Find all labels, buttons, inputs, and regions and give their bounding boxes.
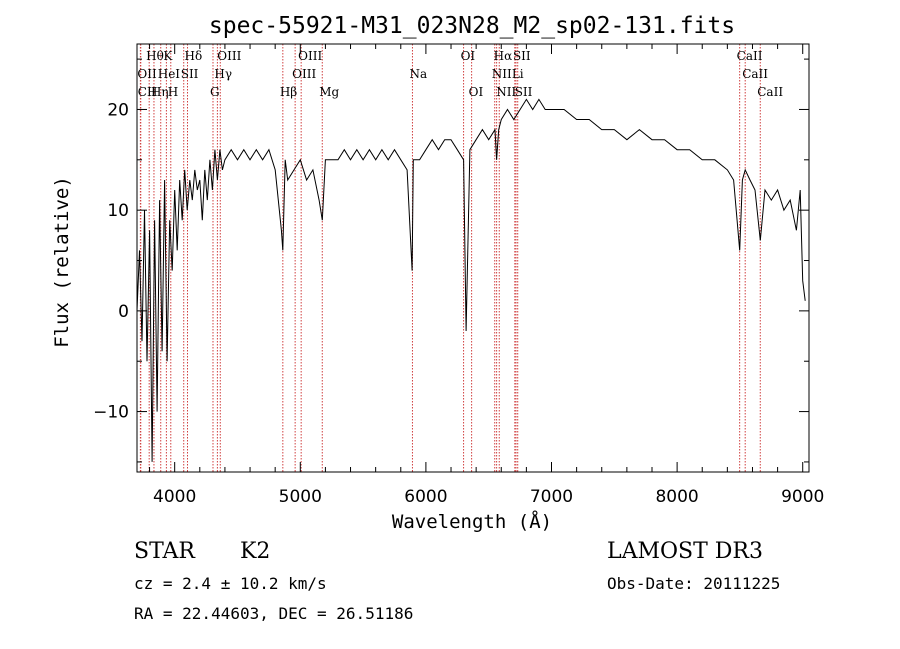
y-tick-label: −10 <box>93 403 129 423</box>
x-tick-label: 5000 <box>279 487 322 507</box>
line-marker-label: OIII <box>217 49 241 63</box>
line-marker-label: Na <box>409 67 427 81</box>
redshift-velocity: cz = 2.4 ± 10.2 km/s <box>134 574 327 593</box>
plot-frame <box>136 43 810 473</box>
object-subclass: K2 <box>240 539 270 564</box>
line-marker-label: NII <box>492 67 512 81</box>
chart-title: spec-55921-M31_023N28_M2_sp02-131.fits <box>209 13 735 39</box>
observation-date: Obs-Date: 20111225 <box>607 574 780 593</box>
line-marker-label: CH <box>138 85 158 99</box>
line-marker-label: HeI <box>158 67 181 81</box>
line-marker-label: OII <box>137 67 157 81</box>
line-marker-label: Hθ <box>146 49 164 63</box>
line-marker-label: K <box>163 49 173 63</box>
line-marker-label: OIII <box>298 49 322 63</box>
y-tick-labels: −10 0 10 20 <box>93 100 129 422</box>
x-tick-label: 4000 <box>153 487 196 507</box>
axis-ticks <box>137 44 809 472</box>
y-tick-label: 10 <box>107 201 129 221</box>
line-marker-label: Hγ <box>214 67 232 81</box>
line-marker-label: CaII <box>742 67 768 81</box>
line-marker-label: H <box>168 85 178 99</box>
line-marker-label: OI <box>461 49 476 63</box>
line-marker-label: CaII <box>757 85 783 99</box>
y-tick-label: 0 <box>118 302 129 322</box>
survey-name: LAMOST DR3 <box>607 539 763 564</box>
x-tick-label: 9000 <box>781 487 824 507</box>
x-tick-label: 7000 <box>530 487 573 507</box>
line-marker-label: Li <box>512 67 524 81</box>
line-marker-label: Mg <box>319 85 339 99</box>
object-class: STAR <box>134 539 196 564</box>
sky-coordinates: RA = 22.44603, DEC = 26.51186 <box>134 604 413 623</box>
line-marker-label: Hβ <box>280 85 297 99</box>
spectrum-series-line <box>136 98 806 462</box>
y-tick-label: 20 <box>107 100 129 120</box>
x-axis-label: Wavelength (Å) <box>392 510 552 533</box>
line-marker-label: Hη <box>151 85 169 99</box>
line-marker-label: G <box>210 85 220 99</box>
line-marker-label: SII <box>515 85 533 99</box>
x-tick-label: 8000 <box>655 487 698 507</box>
line-marker-label: Hδ <box>184 49 202 63</box>
line-markers <box>139 44 761 472</box>
x-tick-label: 6000 <box>404 487 447 507</box>
line-marker-label: Hα <box>494 49 513 63</box>
line-marker-label: CaII <box>737 49 763 63</box>
line-marker-label: OI <box>469 85 484 99</box>
x-tick-labels: 4000 5000 6000 7000 8000 9000 <box>153 487 824 507</box>
y-axis-label: Flux (relative) <box>51 176 73 348</box>
line-marker-label: SII <box>181 67 199 81</box>
line-marker-label: SII <box>513 49 531 63</box>
line-marker-label: NII <box>496 85 516 99</box>
line-marker-label: OIII <box>292 67 316 81</box>
